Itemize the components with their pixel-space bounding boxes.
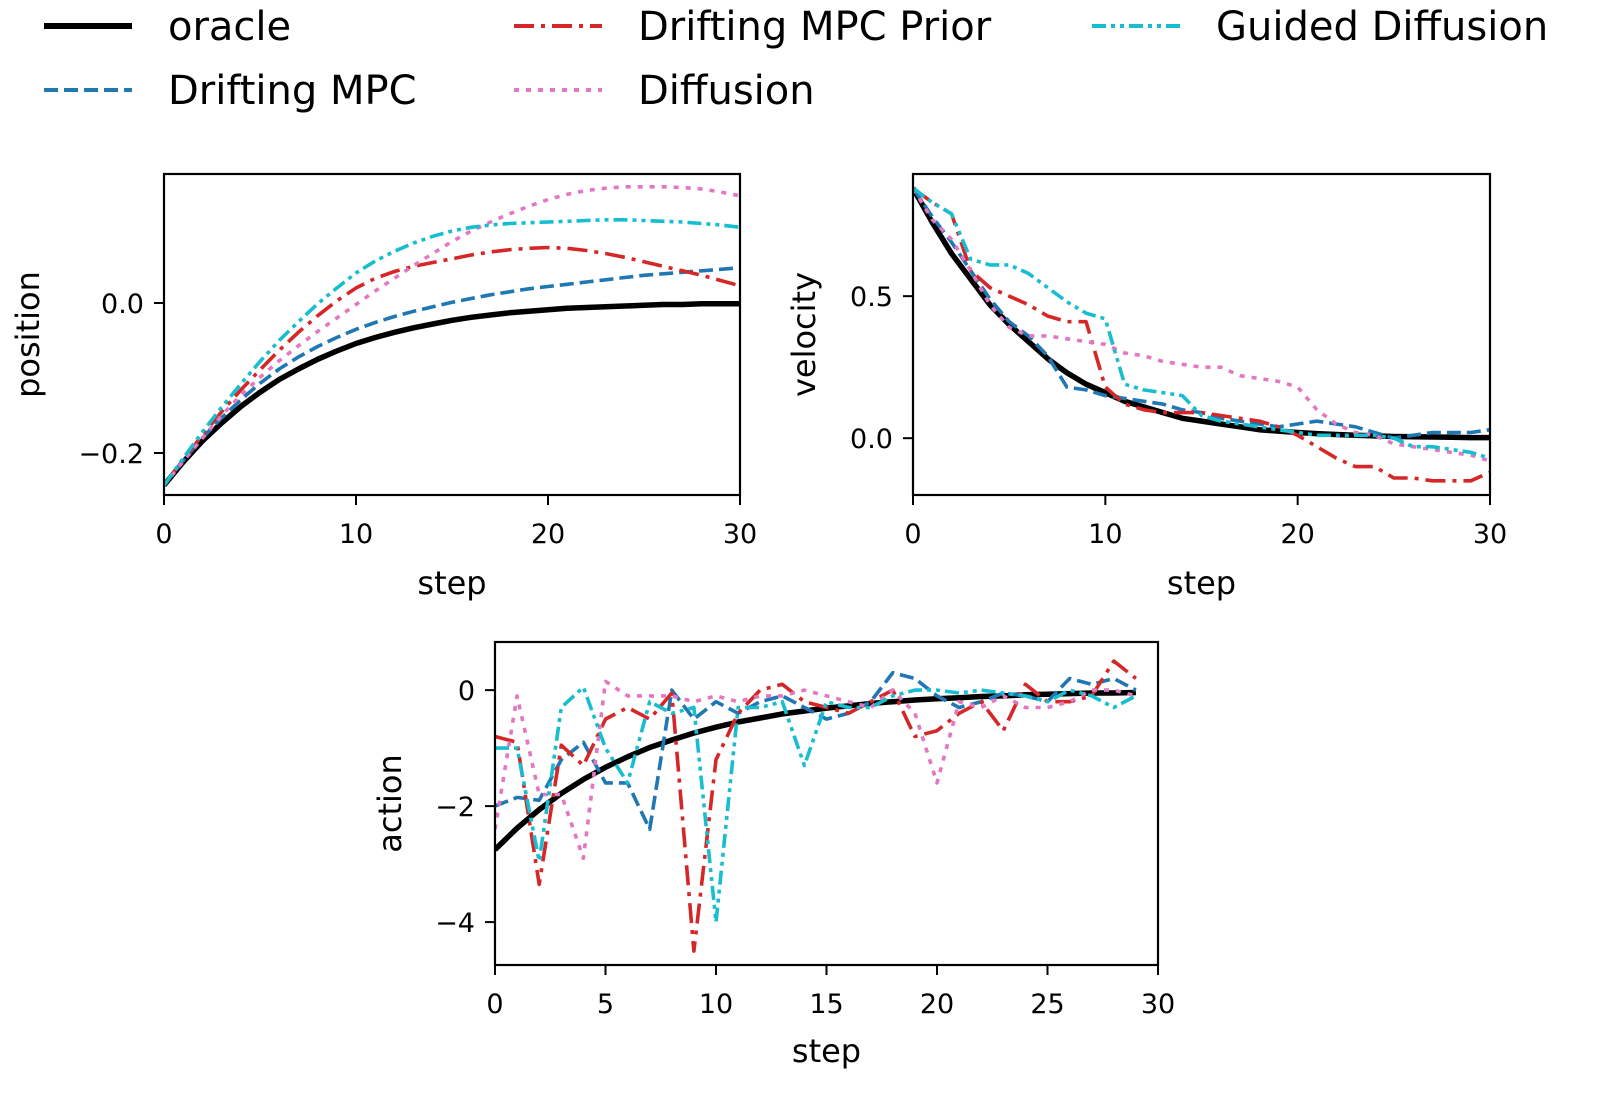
action-plot: 0 5 10 15 20 25 30 −4 −2 0 step action: [371, 640, 1175, 1070]
x-tick-label: 10: [699, 989, 733, 1020]
y-axis-label: action: [371, 754, 409, 853]
series-line-drifting-mpc-prior: [913, 186, 1490, 483]
y-axis-label: position: [9, 271, 47, 398]
x-tick-label: 10: [339, 519, 373, 550]
legend: oracle Drifting MPC Drifting MPC Prior Diff…: [44, 4, 1548, 114]
position-plot: 0 10 20 30 −0.2 0.0 step position: [9, 172, 757, 602]
y-tick-label: 0.0: [101, 289, 144, 320]
x-tick-label: 0: [904, 519, 921, 550]
x-tick-label: 0: [486, 989, 503, 1020]
series-line-diffusion: [495, 679, 1137, 861]
legend-entry-drifting-mpc: Drifting MPC: [44, 68, 417, 114]
legend-label: Drifting MPC Prior: [638, 4, 992, 50]
x-tick-label: 20: [920, 989, 954, 1020]
series-line-guided-diffusion: [164, 218, 740, 487]
y-tick-label: 0.0: [850, 424, 893, 455]
legend-entry-guided-diffusion: Guided Diffusion: [1092, 4, 1548, 50]
legend-label: Guided Diffusion: [1216, 4, 1548, 50]
series-line-drifting-mpc-prior: [495, 659, 1138, 953]
x-tick-label: 20: [1280, 519, 1314, 550]
legend-entry-diffusion: Diffusion: [514, 68, 815, 114]
x-axis-label: step: [417, 564, 486, 602]
series-line-drifting-mpc: [164, 266, 740, 487]
velocity-plot: 0 10 20 30 0.0 0.5 step velocity: [785, 172, 1507, 602]
series-line-diffusion: [913, 187, 1490, 463]
x-tick-label: 15: [809, 989, 843, 1020]
axes-frame: [911, 172, 1492, 497]
series-line-diffusion: [164, 185, 740, 487]
series-line-drifting-mpc-prior: [164, 245, 740, 487]
legend-label: oracle: [168, 4, 291, 50]
y-tick-label: −4: [435, 908, 475, 939]
x-axis-label: step: [792, 1032, 861, 1070]
x-tick-label: 30: [1141, 989, 1175, 1020]
series-group: [913, 186, 1490, 483]
legend-entry-oracle: oracle: [44, 4, 291, 50]
x-tick-label: 30: [723, 519, 757, 550]
series-group: [164, 185, 740, 488]
x-tick-label: 0: [155, 519, 172, 550]
series-line-guided-diffusion: [913, 186, 1490, 460]
legend-label: Drifting MPC: [168, 68, 417, 114]
x-tick-label: 5: [597, 989, 614, 1020]
x-axis-label: step: [1167, 564, 1236, 602]
y-axis-label: velocity: [785, 272, 823, 397]
series-group: [495, 659, 1138, 953]
x-tick-label: 30: [1473, 519, 1507, 550]
legend-label: Diffusion: [638, 68, 815, 114]
series-line-guided-diffusion: [495, 685, 1137, 924]
axes-frame: [162, 172, 742, 497]
x-tick-label: 25: [1030, 989, 1064, 1020]
y-tick-label: −2: [435, 792, 475, 823]
y-tick-label: 0.5: [850, 282, 893, 313]
x-tick-label: 20: [531, 519, 565, 550]
axes-frame: [493, 640, 1160, 967]
x-tick-label: 10: [1088, 519, 1122, 550]
y-tick-label: 0: [458, 676, 475, 707]
series-line-oracle: [495, 689, 1136, 852]
legend-entry-drifting-mpc-prior: Drifting MPC Prior: [514, 4, 992, 50]
series-line-oracle: [164, 301, 740, 488]
y-tick-label: −0.2: [78, 439, 144, 470]
